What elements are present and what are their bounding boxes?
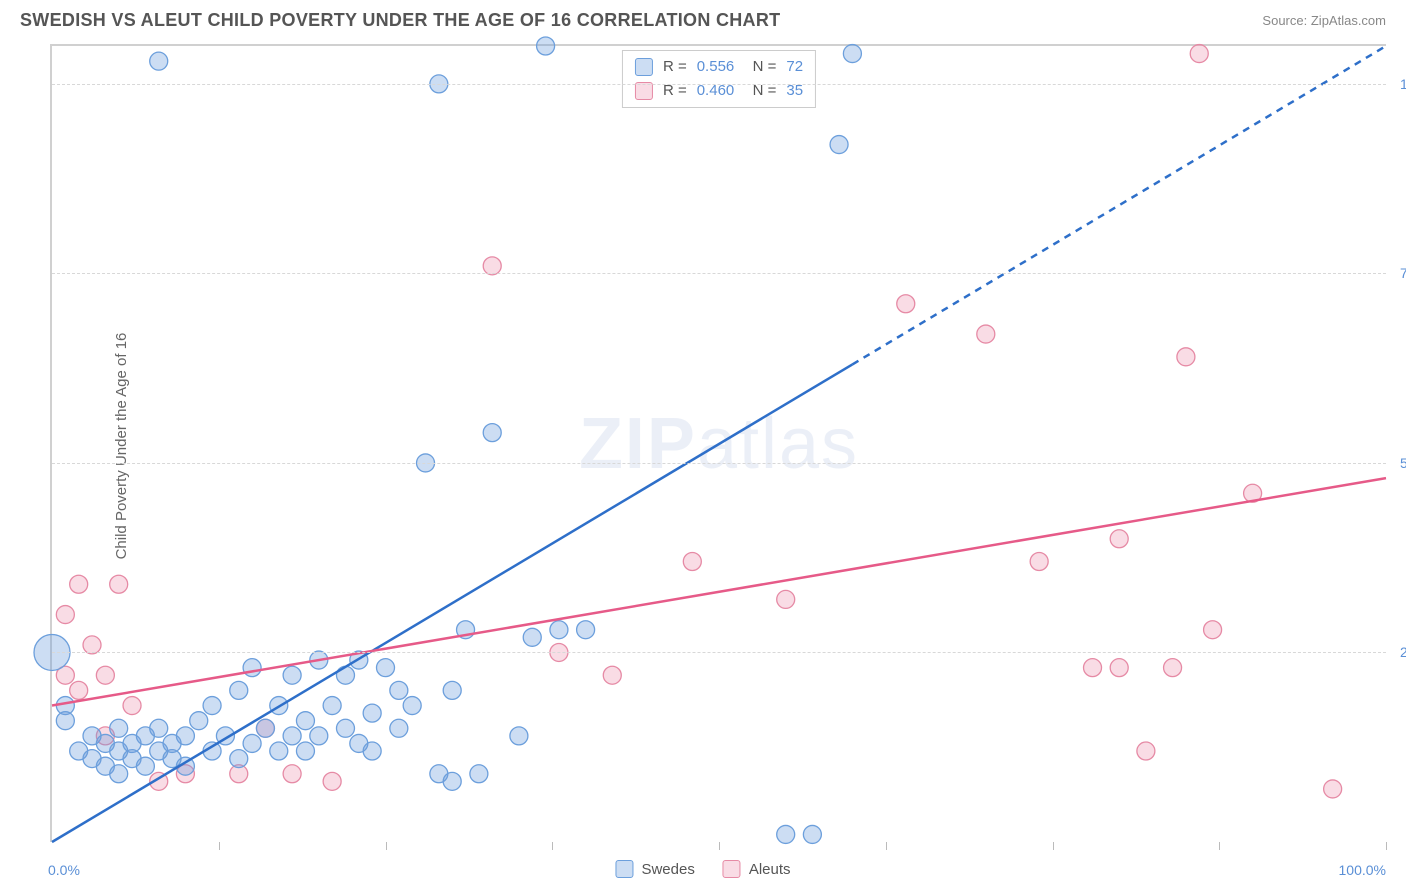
chart-title: SWEDISH VS ALEUT CHILD POVERTY UNDER THE… [20, 10, 780, 31]
swatch-aleuts-icon [723, 860, 741, 878]
r-label: R = [663, 79, 687, 103]
correlation-legend: R = 0.556 N = 72 R = 0.460 N = 35 [622, 50, 816, 108]
y-tick-label: 100.0% [1390, 76, 1406, 92]
y-tick-label: 25.0% [1390, 644, 1406, 660]
legend-item-aleuts: Aleuts [723, 860, 791, 878]
x-axis-min-label: 0.0% [48, 862, 80, 878]
y-tick-label: 75.0% [1390, 265, 1406, 281]
chart-plot-area: ZIPatlas R = 0.556 N = 72 R = 0.460 N = … [50, 44, 1386, 842]
r-value-aleuts: 0.460 [697, 79, 735, 103]
chart-header: SWEDISH VS ALEUT CHILD POVERTY UNDER THE… [0, 0, 1406, 37]
scatter-svg [52, 46, 1386, 842]
n-value-aleuts: 35 [786, 79, 803, 103]
n-label: N = [744, 55, 776, 79]
source-name: ZipAtlas.com [1311, 13, 1386, 28]
source-label: Source: [1262, 13, 1307, 28]
swatch-swedes [635, 58, 653, 76]
legend-label-swedes: Swedes [641, 861, 694, 878]
y-tick-label: 50.0% [1390, 455, 1406, 471]
n-label: N = [744, 79, 776, 103]
n-value-swedes: 72 [786, 55, 803, 79]
legend-row-swedes: R = 0.556 N = 72 [635, 55, 803, 79]
series-legend: Swedes Aleuts [615, 860, 790, 878]
legend-label-aleuts: Aleuts [749, 861, 791, 878]
legend-row-aleuts: R = 0.460 N = 35 [635, 79, 803, 103]
r-label: R = [663, 55, 687, 79]
swatch-swedes-icon [615, 860, 633, 878]
r-value-swedes: 0.556 [697, 55, 735, 79]
legend-item-swedes: Swedes [615, 860, 694, 878]
x-axis-max-label: 100.0% [1339, 862, 1386, 878]
source-attribution: Source: ZipAtlas.com [1262, 13, 1386, 28]
